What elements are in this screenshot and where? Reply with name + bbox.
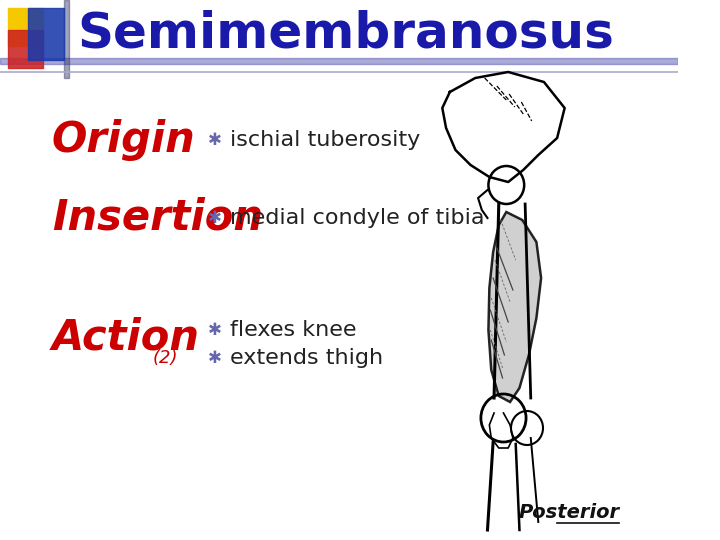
- Text: Semimembranosus: Semimembranosus: [77, 10, 614, 58]
- Bar: [7, 30, 43, 68]
- Bar: [0, 58, 678, 64]
- Text: ✱: ✱: [207, 209, 222, 227]
- Polygon shape: [488, 212, 541, 402]
- Text: extends thigh: extends thigh: [230, 348, 383, 368]
- Text: Insertion: Insertion: [52, 197, 263, 239]
- Text: medial condyle of tibia: medial condyle of tibia: [230, 208, 484, 228]
- Text: ✱: ✱: [207, 131, 222, 149]
- Text: flexes knee: flexes knee: [230, 320, 356, 340]
- Text: ischial tuberosity: ischial tuberosity: [230, 130, 420, 150]
- Text: Origin: Origin: [52, 119, 196, 161]
- Text: ✱: ✱: [207, 321, 222, 339]
- Text: Posterior: Posterior: [518, 503, 619, 522]
- Bar: [28, 8, 64, 60]
- Bar: [64, 0, 68, 78]
- Text: Action: Action: [52, 317, 199, 359]
- Text: (2): (2): [153, 349, 178, 367]
- Bar: [7, 8, 43, 46]
- Text: ✱: ✱: [207, 349, 222, 367]
